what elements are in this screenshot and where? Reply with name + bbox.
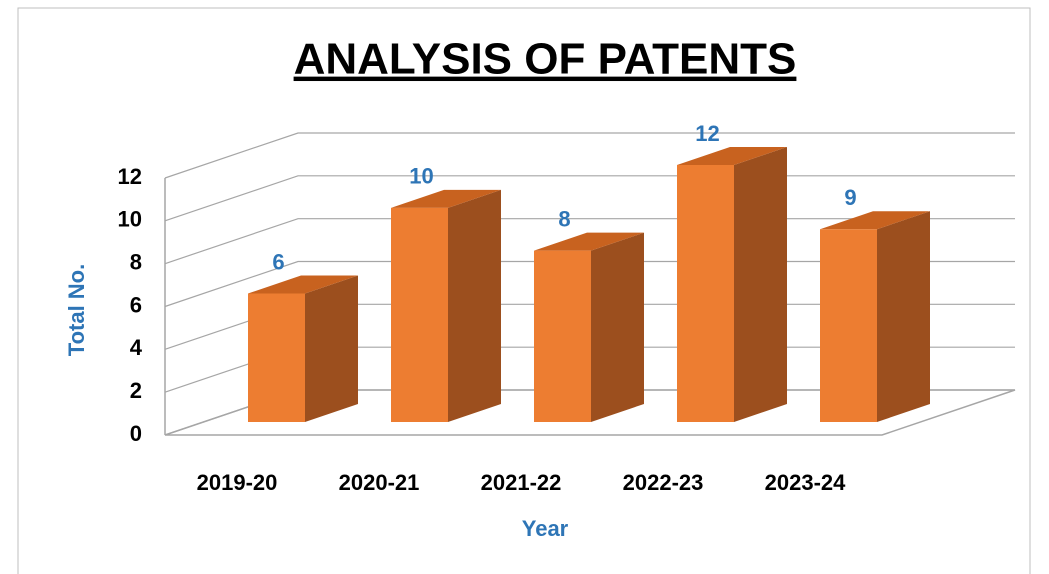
y-tick-label: 8	[130, 249, 142, 274]
bar-side	[448, 189, 501, 422]
y-axis-label: Total No.	[64, 264, 89, 356]
bar-top	[391, 189, 501, 208]
x-tick-label: 2023-24	[765, 470, 847, 495]
bar-side	[305, 275, 358, 422]
bar	[391, 189, 501, 422]
bar-side	[591, 232, 644, 422]
bar-front	[677, 165, 734, 422]
bar	[677, 147, 787, 422]
x-tick-label: 2019-20	[197, 470, 278, 495]
y-tick-label: 12	[118, 164, 142, 189]
chart-title: ANALYSIS OF PATENTS	[294, 35, 797, 84]
data-label: 12	[695, 121, 719, 146]
y-tick-label: 10	[118, 207, 142, 232]
bar-top	[820, 211, 930, 230]
y-tick-label: 4	[130, 335, 143, 360]
data-label: 9	[844, 185, 856, 210]
bar-front	[391, 207, 448, 422]
y-tick-label: 0	[130, 421, 142, 446]
bar-top	[677, 147, 787, 165]
bar	[248, 275, 358, 422]
data-label: 8	[558, 206, 570, 231]
bar	[820, 211, 930, 422]
grid-line	[164, 132, 1015, 179]
x-axis-label: Year	[522, 516, 569, 541]
bar-side	[877, 211, 930, 422]
bar-top	[534, 232, 644, 251]
bar-front	[248, 293, 305, 422]
bar	[534, 232, 644, 422]
x-tick-label: 2020-21	[339, 470, 420, 495]
bar-front	[820, 229, 877, 422]
y-tick-label: 2	[130, 378, 142, 403]
bar-top	[248, 275, 358, 294]
y-tick-label: 6	[130, 292, 142, 317]
data-label: 10	[409, 164, 433, 189]
bar-side	[734, 147, 787, 422]
data-label: 6	[272, 249, 284, 274]
bar-front	[534, 250, 591, 422]
x-tick-label: 2021-22	[481, 470, 562, 495]
x-tick-label: 2022-23	[623, 470, 704, 495]
